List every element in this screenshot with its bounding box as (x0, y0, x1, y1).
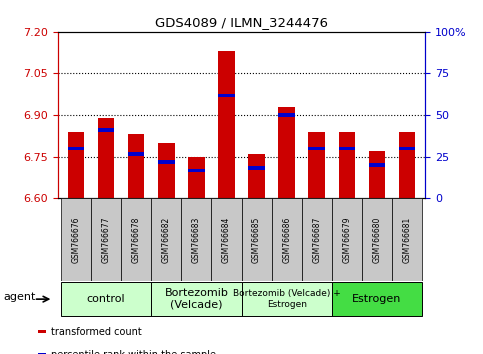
Bar (309, 147, 325, 150)
Text: Bortezomib
(Velcade): Bortezomib (Velcade) (164, 288, 228, 310)
Text: GSM766681: GSM766681 (402, 217, 412, 263)
Bar (242, 198, 271, 281)
Title: GDS4089 / ILMN_3244476: GDS4089 / ILMN_3244476 (155, 16, 328, 29)
Bar (369, 163, 385, 167)
Bar (339, 147, 355, 150)
Bar (218, 51, 235, 198)
Bar (332, 198, 362, 281)
Bar (181, 198, 212, 281)
Bar (278, 107, 295, 198)
Bar (68, 147, 85, 150)
Bar (242, 282, 332, 316)
Bar (98, 129, 114, 132)
Text: GSM766676: GSM766676 (71, 217, 81, 263)
Bar (121, 198, 151, 281)
Bar (128, 135, 144, 198)
Bar (398, 132, 415, 198)
Bar (248, 154, 265, 198)
Bar (128, 152, 144, 156)
Bar (369, 151, 385, 198)
Bar (151, 282, 242, 316)
Text: agent: agent (3, 292, 35, 302)
Text: transformed count: transformed count (51, 327, 142, 337)
Bar (38, 330, 46, 333)
Bar (302, 198, 332, 281)
Text: GSM766683: GSM766683 (192, 217, 201, 263)
Text: GSM766679: GSM766679 (342, 217, 351, 263)
Text: control: control (87, 294, 126, 304)
Text: GSM766684: GSM766684 (222, 217, 231, 263)
Bar (158, 160, 174, 164)
Text: percentile rank within the sample: percentile rank within the sample (51, 350, 216, 354)
Bar (151, 198, 181, 281)
Text: GSM766686: GSM766686 (282, 217, 291, 263)
Bar (188, 169, 205, 172)
Bar (98, 118, 114, 198)
Text: GSM766678: GSM766678 (132, 217, 141, 263)
Bar (212, 198, 242, 281)
Text: Estrogen: Estrogen (352, 294, 401, 304)
Bar (91, 198, 121, 281)
Bar (332, 282, 422, 316)
Bar (278, 113, 295, 117)
Bar (271, 198, 302, 281)
Bar (158, 143, 174, 198)
Bar (38, 353, 46, 354)
Bar (392, 198, 422, 281)
Text: GSM766680: GSM766680 (372, 217, 382, 263)
Text: GSM766687: GSM766687 (312, 217, 321, 263)
Bar (218, 94, 235, 97)
Bar (362, 198, 392, 281)
Text: GSM766677: GSM766677 (101, 217, 111, 263)
Bar (68, 132, 85, 198)
Text: GSM766685: GSM766685 (252, 217, 261, 263)
Bar (339, 132, 355, 198)
Bar (309, 132, 325, 198)
Bar (248, 166, 265, 170)
Text: Bortezomib (Velcade) +
Estrogen: Bortezomib (Velcade) + Estrogen (233, 290, 341, 309)
Bar (61, 198, 91, 281)
Text: GSM766682: GSM766682 (162, 217, 171, 263)
Bar (61, 282, 151, 316)
Bar (398, 147, 415, 150)
Bar (188, 157, 205, 198)
